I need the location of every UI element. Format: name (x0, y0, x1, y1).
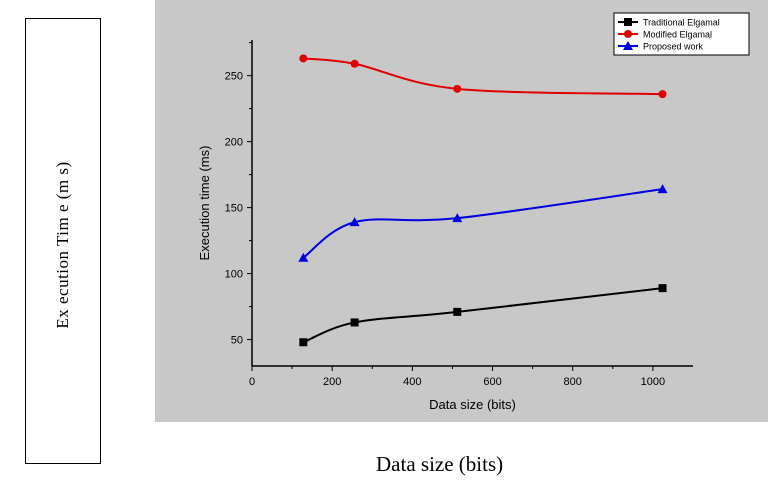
legend-swatch-marker (624, 30, 632, 38)
data-point (298, 252, 309, 262)
y-tick-label: 200 (225, 137, 243, 149)
legend-swatch-marker (623, 41, 633, 50)
data-point (453, 307, 462, 316)
series-line (302, 287, 663, 344)
data-point (658, 284, 667, 293)
chart-panel: 0 200 400 600 800 1000 50 100 150 200 250 Data size… (155, 0, 768, 422)
legend-label: Modified Elgamal (643, 30, 712, 40)
y-tick-label: 50 (231, 335, 243, 347)
outer-x-axis-label: Data size (bits) (376, 452, 504, 476)
y-tick-label: 250 (225, 71, 243, 83)
data-point (349, 217, 360, 227)
y-tick-label: 100 (225, 269, 243, 281)
series-group (298, 54, 668, 347)
x-tick-label: 0 (249, 376, 255, 388)
data-point (350, 59, 359, 68)
data-point (452, 213, 463, 223)
y-tick-label: 150 (225, 203, 243, 215)
outer-y-axis-label: Ex ecution Tim e (m s) (53, 161, 72, 329)
axes: 0 200 400 600 800 1000 50 100 150 200 250 Data size… (197, 40, 693, 412)
x-axis-title: Data size (bits) (429, 397, 516, 412)
data-point (299, 54, 308, 63)
x-tick-label: 600 (483, 376, 501, 388)
x-tick-label: 800 (564, 376, 582, 388)
y-axis-title: Execution time (ms) (197, 146, 212, 261)
data-point (453, 84, 462, 93)
line-chart: 0 200 400 600 800 1000 50 100 150 200 250 Data size… (197, 12, 750, 412)
x-tick-label: 400 (403, 376, 421, 388)
outer-ylabel-box (25, 18, 101, 464)
x-tick-label: 1000 (641, 376, 665, 388)
data-point (657, 184, 668, 194)
data-point (658, 90, 667, 99)
x-tick-label: 200 (323, 376, 341, 388)
series-line (302, 188, 663, 259)
legend-swatch-marker (624, 18, 632, 26)
series-1 (299, 284, 667, 347)
series-2 (299, 54, 667, 99)
data-point (299, 338, 308, 347)
data-point (350, 318, 359, 327)
legend-label: Proposed work (643, 42, 704, 52)
series-line (303, 57, 663, 96)
legend: Traditional Elgamal Modified Elgamal Propo… (613, 12, 750, 56)
series-3 (298, 184, 668, 262)
legend-label: Traditional Elgamal (643, 18, 720, 28)
